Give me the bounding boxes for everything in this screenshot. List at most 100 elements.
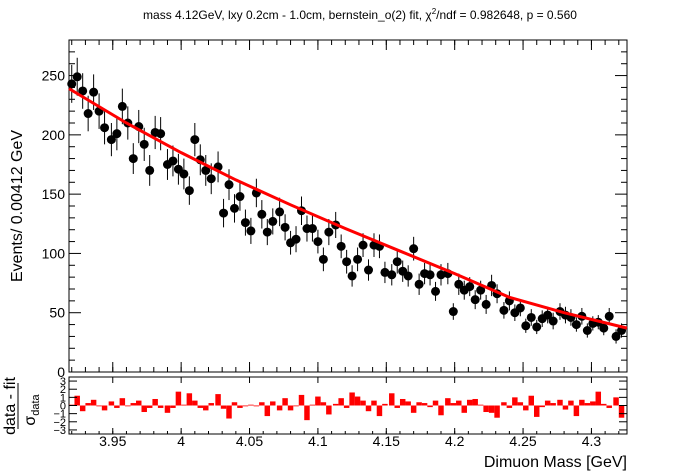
y-tick-label: 50 [49,305,65,321]
data-point [499,305,509,315]
data-point [184,186,194,196]
pull-bar [579,399,585,406]
pull-bar [399,398,406,406]
pull-bar [438,405,444,416]
y-axis-label: Events/ 0.00412 GeV [9,130,26,282]
fit-curve [68,87,628,330]
pull-bar [287,405,294,411]
pull-bar [488,405,495,413]
data-point [179,169,189,179]
pull-bar [544,400,551,406]
pull-bar [595,391,602,406]
data-point [324,227,334,237]
pull-bar [164,405,171,413]
pull-bar [472,398,478,406]
pull-bar [90,399,97,406]
pull-y-tick-label: −1 [53,409,66,421]
pull-bar [405,401,411,406]
data-point [515,303,525,313]
data-point [409,244,419,254]
data-point [526,312,536,322]
x-tick-label: 3.95 [99,433,126,449]
data-point [582,326,592,335]
pull-bar [573,405,580,417]
pull-bar [114,405,120,408]
pull-y-tick-label: −2 [53,417,66,429]
data-point [387,270,397,280]
y-tick-label: 0 [57,364,65,380]
data-point [548,316,558,326]
pull-bar [557,399,563,406]
pull-bar [421,403,428,406]
y-tick-label: 250 [42,68,66,84]
pull-bar [192,400,198,406]
data-point [543,310,553,320]
data-point [168,156,178,166]
data-point [425,270,435,280]
pull-bar [427,405,433,408]
pull-bar [360,400,366,406]
data-point [72,72,82,82]
pull-y-tick-label: −3 [53,425,66,437]
pull-bar [606,405,612,408]
pull-bar [512,397,518,406]
x-tick-label: 4.05 [236,433,263,449]
pull-bar [416,402,422,406]
pull-bar [506,405,513,408]
pull-bar [108,401,115,406]
data-point [128,154,138,164]
pull-bar [181,404,187,406]
pull-bar [186,393,193,406]
pull-bar [590,401,596,406]
data-point [521,321,531,331]
pull-y-tick-label: 2 [60,384,66,396]
data-point [336,241,346,251]
data-point [275,207,285,217]
data-point [89,87,99,97]
pull-bar [568,400,574,406]
pull-bar [215,394,221,406]
pull-bar [175,391,182,406]
pull-label-numerator: data - fit [2,377,19,435]
pull-bar [562,405,569,410]
data-point [83,109,93,119]
pull-bar [119,398,126,406]
data-point [403,271,413,281]
pull-bar [282,398,288,406]
y-tick-label: 200 [42,127,66,143]
pull-bar [170,405,176,408]
data-point [481,299,491,309]
data-point [448,307,458,317]
pull-bar [242,405,249,407]
pull-bar [494,405,500,418]
pull-bar [601,403,607,406]
pull-bar [320,402,327,406]
data-point [353,254,363,264]
pull-y-tick-label: 3 [60,376,66,388]
pull-label-denominator: σdata [22,393,42,425]
data-point [347,271,357,281]
data-point [262,227,272,237]
pull-bar [304,405,310,421]
data-point [246,226,256,236]
pull-bar [461,405,467,413]
x-axis-label: Dimuon Mass [GeV] [484,454,627,471]
pull-bar [248,404,254,406]
data-point [342,257,352,267]
data-point [476,285,486,295]
pull-bar [226,405,232,419]
data-point [139,139,149,149]
data-point [318,254,328,264]
data-point [307,224,317,234]
data-point [431,286,441,296]
x-tick-label: 4.2 [445,433,465,449]
pull-bar [613,397,619,406]
pull-bar [332,403,339,406]
data-point [532,322,542,332]
pull-bar [534,405,540,417]
pull-bar [456,400,462,406]
data-point [454,279,464,289]
pull-bar [382,403,388,406]
